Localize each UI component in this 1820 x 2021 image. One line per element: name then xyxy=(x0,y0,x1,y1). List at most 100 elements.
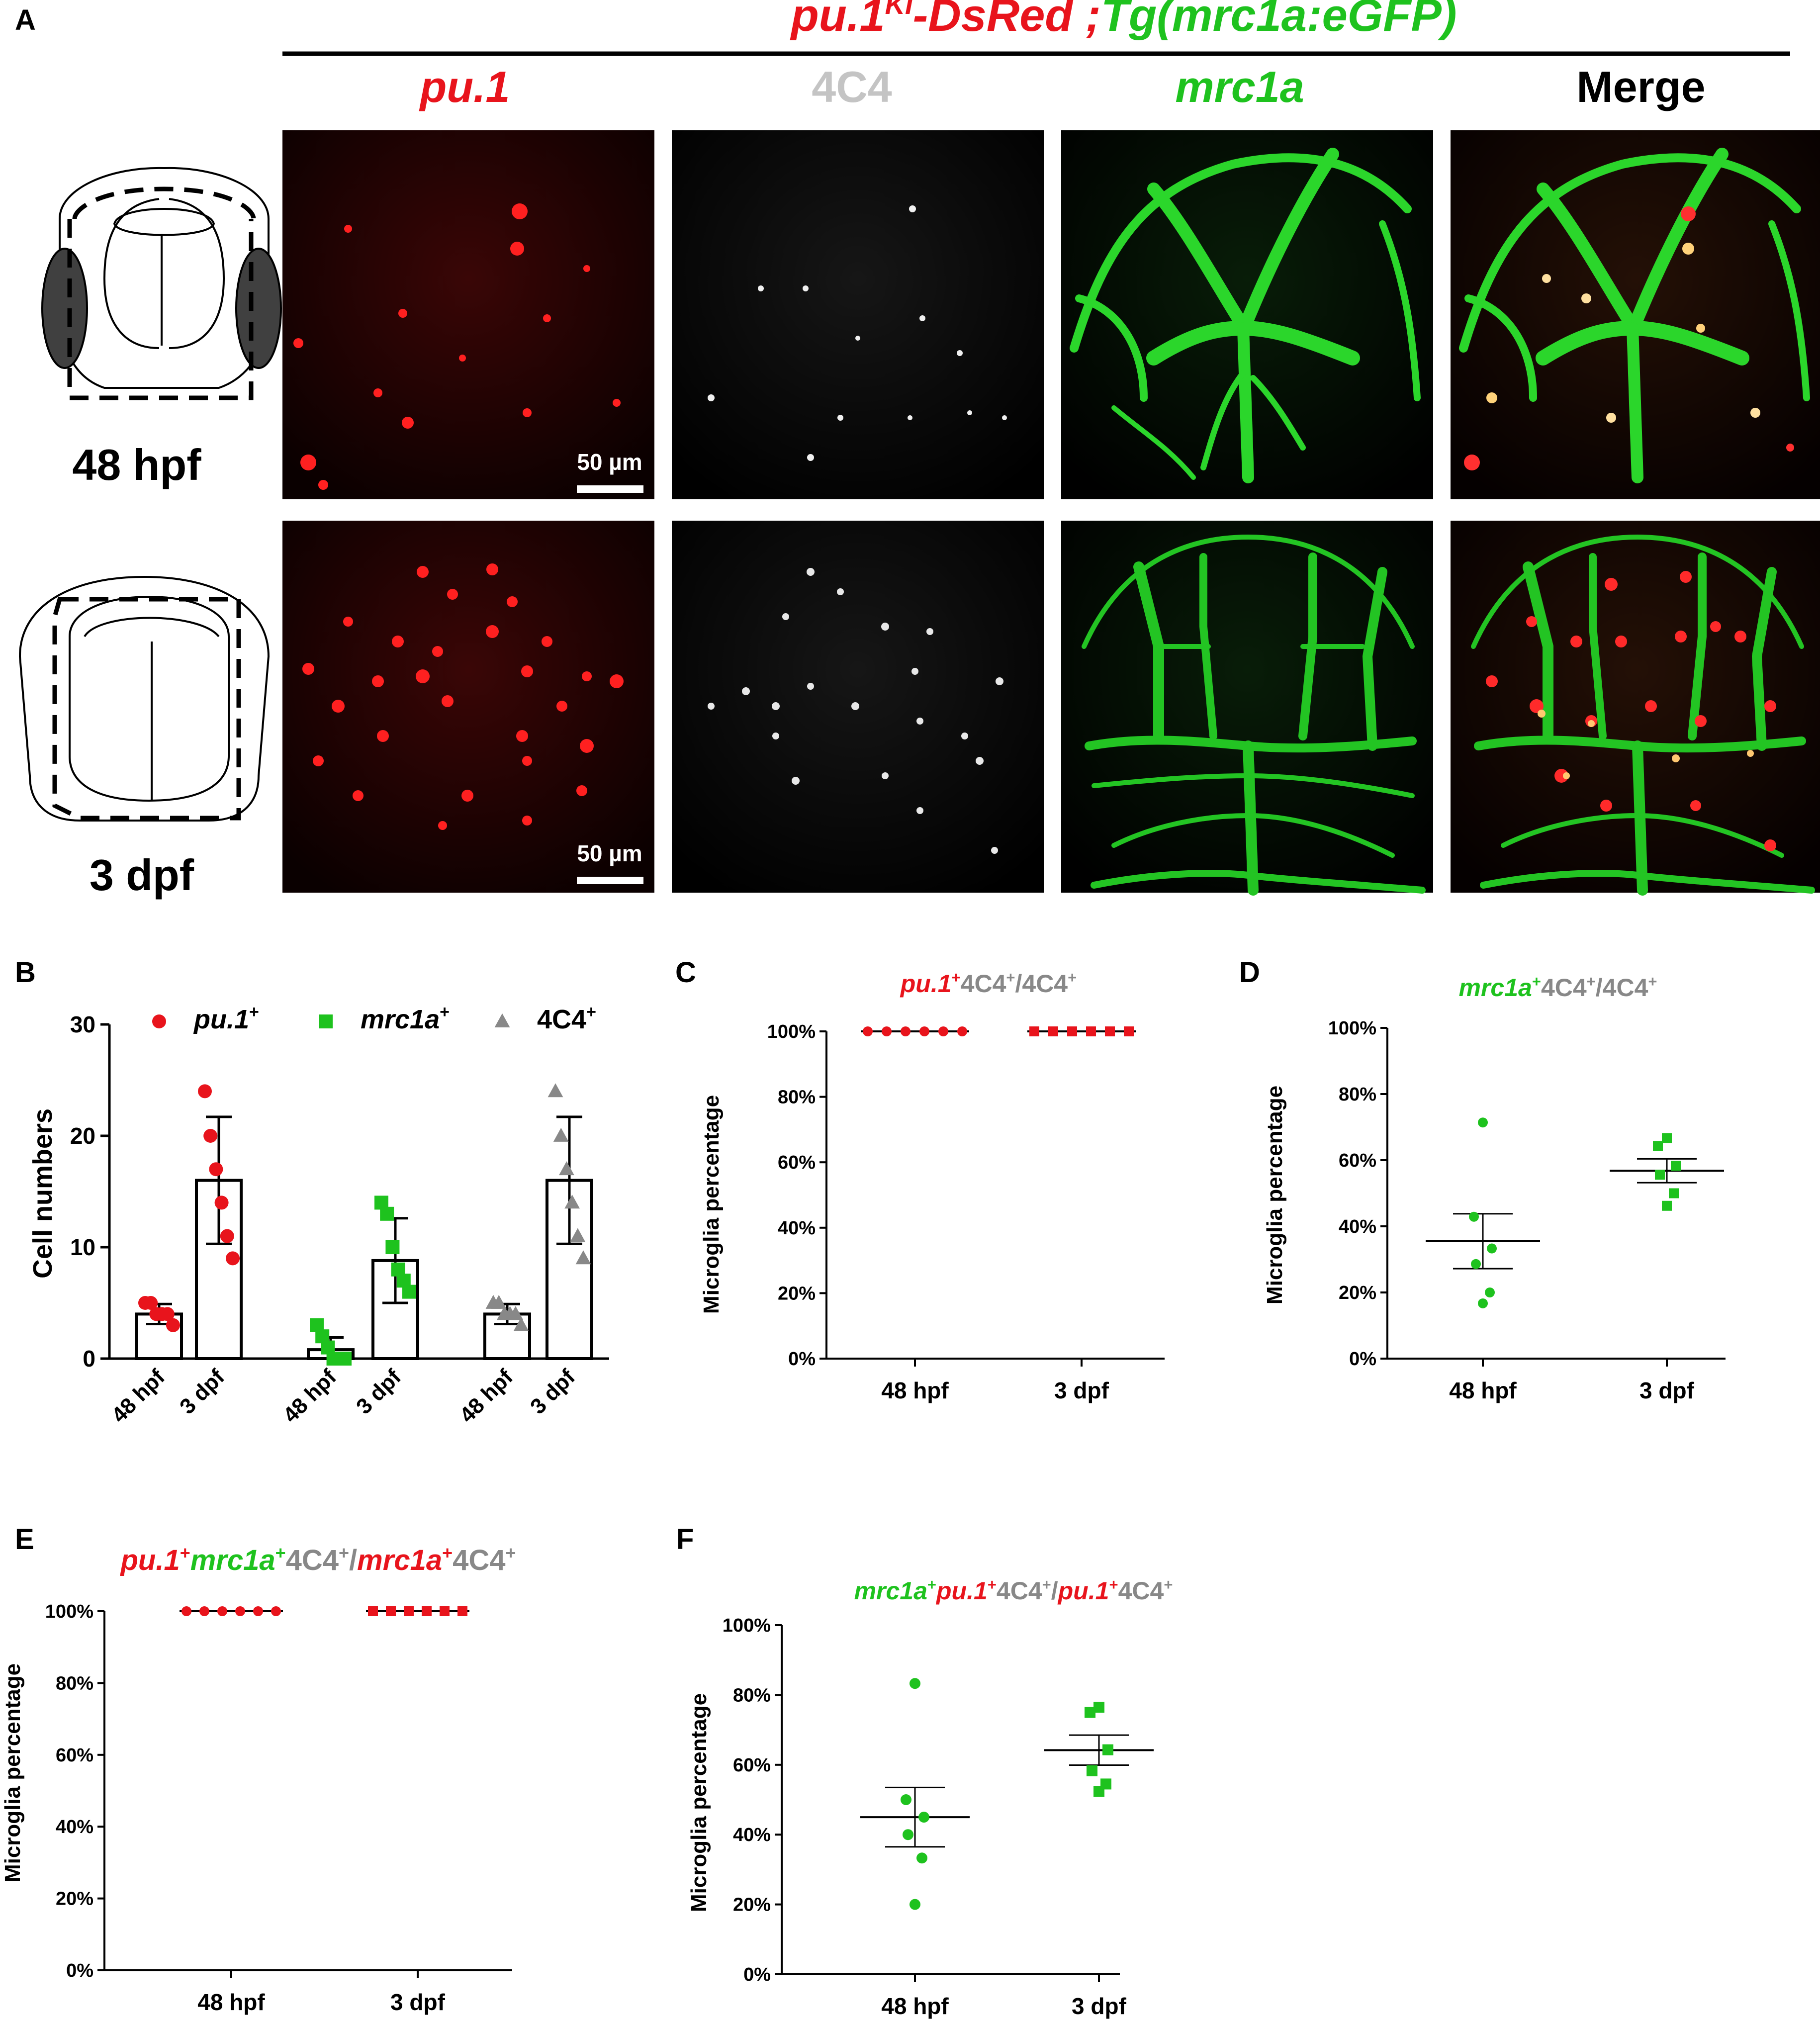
panel-a-header: pu.1KI-DsRed ;Tg(mrc1a:eGFP) xyxy=(789,0,1456,41)
title-segment: + xyxy=(442,1543,453,1563)
x-tick-label: 3 dpf xyxy=(352,1365,406,1419)
y-tick-label: 60% xyxy=(1339,1150,1376,1171)
y-tick-label: 100% xyxy=(1328,1018,1376,1039)
title-segment: + xyxy=(1587,973,1596,990)
data-point xyxy=(1662,1133,1672,1143)
data-point xyxy=(916,1852,927,1864)
data-point xyxy=(182,1606,191,1616)
column-title-mrc1a: mrc1a xyxy=(1175,62,1304,111)
data-point xyxy=(214,1195,229,1210)
forebrain xyxy=(113,208,215,236)
legend-sup: + xyxy=(249,1003,259,1021)
panel-e-letter: E xyxy=(15,1523,34,1556)
y-tick-label: 60% xyxy=(56,1745,93,1766)
data-point xyxy=(564,1194,580,1209)
y-tick-label: 0% xyxy=(743,1964,771,1985)
y-tick-label: 40% xyxy=(778,1218,816,1239)
data-point xyxy=(863,1026,873,1036)
micrograph-3dpf-pu1: 50 µm xyxy=(282,521,654,893)
data-point xyxy=(253,1606,263,1616)
head-outline xyxy=(59,167,270,389)
x-tick-label: 3 dpf xyxy=(175,1365,229,1419)
title-segment: 4C4 xyxy=(453,1544,505,1576)
data-point xyxy=(553,1127,569,1142)
data-point xyxy=(901,1794,911,1805)
title-segment: pu.1 xyxy=(119,1544,180,1576)
title-segment: + xyxy=(506,1543,516,1563)
x-tick-label: 48 hpf xyxy=(278,1365,342,1428)
micrograph-3dpf-mrc1a xyxy=(1061,521,1433,896)
data-point xyxy=(513,1317,529,1331)
y-axis-label: Microglia percentage xyxy=(1263,1086,1287,1304)
micrograph-3dpf-merge xyxy=(1451,521,1820,896)
y-axis-label: Microglia percentage xyxy=(687,1693,711,1912)
y-tick-label: 40% xyxy=(733,1825,771,1845)
column-title-4c4: 4C4 xyxy=(812,62,892,111)
y-tick-label: 0% xyxy=(788,1349,816,1370)
title-segment: pu.1 xyxy=(900,970,952,998)
forebrain xyxy=(84,617,220,638)
y-tick-label: 20 xyxy=(70,1123,95,1149)
data-point xyxy=(1487,1243,1497,1254)
data-point xyxy=(1085,1707,1095,1718)
legend-label: mrc1a+ xyxy=(361,1003,450,1034)
y-tick-label: 100% xyxy=(45,1601,93,1622)
y-tick-label: 20% xyxy=(778,1283,816,1304)
y-tick-label: 0% xyxy=(66,1960,93,1981)
data-point xyxy=(547,1083,563,1098)
x-tick-label: 48 hpf xyxy=(197,1989,265,2015)
y-tick-label: 20% xyxy=(1339,1283,1376,1303)
title-segment: mrc1a xyxy=(357,1544,442,1576)
panel-f-letter: F xyxy=(676,1523,694,1556)
data-point xyxy=(199,1606,209,1616)
data-point xyxy=(575,1250,591,1265)
title-segment: mrc1a xyxy=(190,1544,275,1576)
data-point xyxy=(385,1240,400,1254)
y-tick-label: 30 xyxy=(70,1011,95,1037)
data-point xyxy=(910,1678,920,1689)
x-tick-label: 3 dpf xyxy=(526,1365,580,1419)
hemisphere-left xyxy=(103,198,160,349)
title-segment: + xyxy=(1532,973,1541,990)
title-segment: /4C4 xyxy=(1596,974,1648,1002)
panel-c-letter: C xyxy=(675,956,696,989)
data-point xyxy=(1469,1211,1479,1222)
x-tick-label: 3 dpf xyxy=(1639,1378,1695,1403)
data-point xyxy=(198,1084,212,1099)
hemisphere-right xyxy=(169,198,225,349)
data-point xyxy=(491,1294,507,1309)
data-point xyxy=(957,1026,967,1036)
column-title-pu1: pu.1 xyxy=(419,62,510,111)
data-point xyxy=(203,1129,218,1143)
data-point xyxy=(919,1026,929,1036)
crop-box xyxy=(52,597,241,821)
head-outline xyxy=(18,575,270,822)
data-point xyxy=(1102,1744,1113,1755)
micrograph-48hpf-4c4 xyxy=(672,130,1044,499)
panel-e: E Microglia percentage pu.1+mrc1a+4C4+/m… xyxy=(0,1523,516,2015)
data-point xyxy=(1662,1200,1672,1211)
x-tick-label: 48 hpf xyxy=(107,1365,170,1428)
y-tick-label: 0 xyxy=(83,1346,95,1372)
x-tick-label: 3 dpf xyxy=(390,1989,446,2015)
scale-bar xyxy=(577,877,643,884)
data-point xyxy=(910,1899,920,1910)
title-segment: 4C4 xyxy=(997,1577,1042,1605)
title-segment: 4C4 xyxy=(1118,1577,1164,1605)
title-segment: + xyxy=(180,1543,190,1563)
micrograph-48hpf-pu1: 50 µm xyxy=(282,130,654,499)
legend-sup: + xyxy=(586,1003,596,1021)
data-point xyxy=(1093,1786,1104,1797)
data-point xyxy=(882,1026,892,1036)
title-segment: pu.1 xyxy=(1057,1577,1109,1605)
data-point xyxy=(938,1026,948,1036)
header-tg: Tg(mrc1a:eGFP) xyxy=(1101,0,1457,41)
data-point xyxy=(901,1026,910,1036)
y-tick-label: 60% xyxy=(733,1755,771,1776)
data-point xyxy=(422,1606,432,1616)
header-dsred: -DsRed ; xyxy=(913,0,1101,41)
legend-sup: + xyxy=(440,1003,450,1021)
title-segment: + xyxy=(927,1576,936,1593)
title-segment: / xyxy=(349,1544,357,1576)
